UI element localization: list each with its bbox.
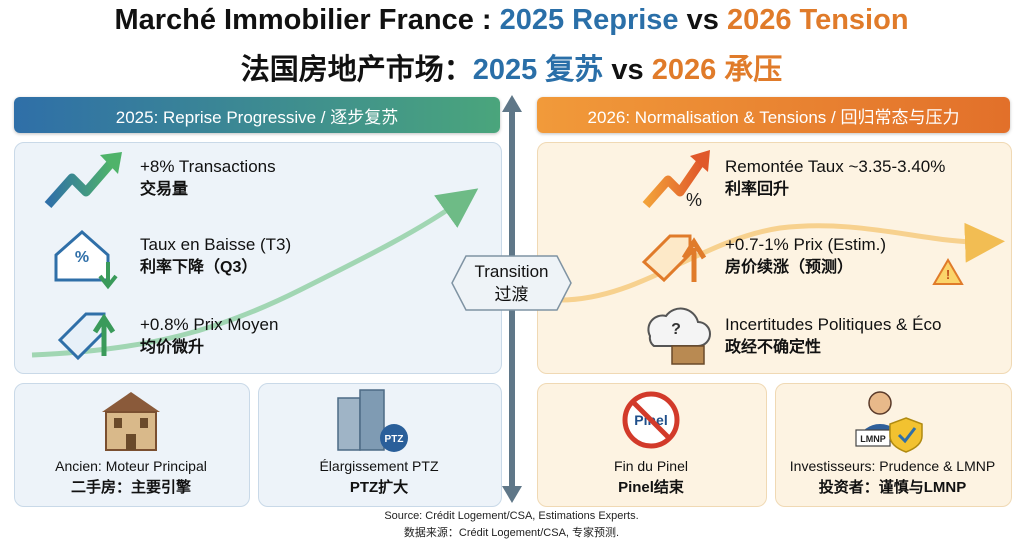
item-fr: Incertitudes Politiques & Éco xyxy=(725,315,942,334)
item-zh: 利率回升 xyxy=(725,181,790,198)
title-part: vs xyxy=(603,54,652,86)
trend-curve xyxy=(559,222,1005,303)
item-fr: Remontée Taux ~3.35-3.40% xyxy=(725,157,946,176)
right-header: 2026: Normalisation & Tensions / 回归常态与压力 xyxy=(537,97,1010,133)
right-panel xyxy=(537,142,1012,374)
transition-hexagon xyxy=(451,255,572,311)
icon-uncertainty: ? xyxy=(647,307,711,365)
title-part: 2025 Reprise xyxy=(499,4,679,36)
transition-fr: Transition xyxy=(474,262,549,281)
icon-price-up xyxy=(641,234,707,283)
item-zh: 政经不确定性 xyxy=(725,339,822,356)
title-part: 法国房地产市场： xyxy=(240,54,473,86)
item-zh: 交易量 xyxy=(140,181,189,198)
icon-price-tag xyxy=(57,312,116,361)
card-label: Investisseurs: Prudence & LMNP 投资者：谨慎与LMN… xyxy=(775,456,1010,498)
transition-zh: 过渡 xyxy=(494,285,529,304)
item: Taux en Baisse (T3) 利率下降（Q3） xyxy=(140,233,291,279)
item: Remontée Taux ~3.35-3.40% 利率回升 xyxy=(725,155,945,201)
icon-buildings: PTZ xyxy=(337,389,408,452)
card-fr: Fin du Pinel xyxy=(614,458,688,474)
card-label: Ancien: Moteur Principal 二手房：主要引擎 xyxy=(14,456,248,498)
card-zh: 投资者：谨慎与LMNP xyxy=(818,479,967,496)
item-fr: +0.7-1% Prix (Estim.) xyxy=(725,235,887,254)
icon-text: % xyxy=(686,190,702,210)
icon-text: ! xyxy=(946,267,950,282)
title-part: Marché Immobilier France : xyxy=(114,4,500,36)
item-fr: +8% Transactions xyxy=(140,157,276,176)
trend-curve xyxy=(31,188,479,358)
card-zh: PTZ扩大 xyxy=(349,479,409,496)
card-zh: Pinel结束 xyxy=(618,479,684,496)
card-zh: 二手房：主要引擎 xyxy=(70,479,191,496)
title-line-1: Marché Immobilier France : 2025 Reprise … xyxy=(0,4,1023,37)
icon-no-pinel: Pinel xyxy=(622,391,680,449)
card-label: Fin du Pinel Pinel结束 xyxy=(537,456,765,498)
icon-text: PTZ xyxy=(385,434,404,445)
item-fr: +0.8% Prix Moyen xyxy=(140,315,279,334)
item: +0.8% Prix Moyen 均价微升 xyxy=(140,313,278,359)
item-zh: 均价微升 xyxy=(140,339,205,356)
transition-label: Transition 过渡 xyxy=(452,260,571,306)
item-zh: 利率下降（Q3） xyxy=(140,259,258,276)
item: +0.7-1% Prix (Estim.) 房价续涨（预测） xyxy=(725,233,886,279)
left-header: 2025: Reprise Progressive / 逐步复苏 xyxy=(14,97,500,133)
icon-up-arrow xyxy=(44,152,122,208)
card-label: Élargissement PTZ PTZ扩大 xyxy=(258,456,500,498)
icon-text: LMNP xyxy=(860,434,886,444)
source: 数据来源：Crédit Logement/CSA, 专家预测. xyxy=(403,527,620,539)
item-zh: 房价续涨（预测） xyxy=(725,259,854,276)
icon-text: % xyxy=(75,249,89,266)
source: Source: Crédit Logement/CSA, Estimations… xyxy=(384,510,639,522)
item: +8% Transactions 交易量 xyxy=(140,155,276,201)
icon-text: ? xyxy=(671,321,681,338)
icon-old-house xyxy=(102,392,160,451)
icon-house-rate: % xyxy=(54,229,118,290)
icon-rate-up: % xyxy=(642,150,710,210)
title-part: vs xyxy=(678,4,727,36)
card-fr: Investisseurs: Prudence & LMNP xyxy=(789,458,996,474)
item: Incertitudes Politiques & Éco 政经不确定性 xyxy=(725,313,941,359)
title-part: 2025 复苏 xyxy=(472,54,604,86)
card-fr: Ancien: Moteur Principal xyxy=(55,458,207,474)
title-part: 2026 Tension xyxy=(726,4,909,36)
item-fr: Taux en Baisse (T3) xyxy=(140,235,292,254)
icon-warning xyxy=(932,258,964,285)
title-line-2: 法国房地产市场：2025 复苏 vs 2026 承压 xyxy=(0,46,1023,88)
icon-investor: LMNP xyxy=(855,391,923,453)
card-fr: Élargissement PTZ xyxy=(319,458,439,474)
title-part: 2026 承压 xyxy=(651,54,783,86)
